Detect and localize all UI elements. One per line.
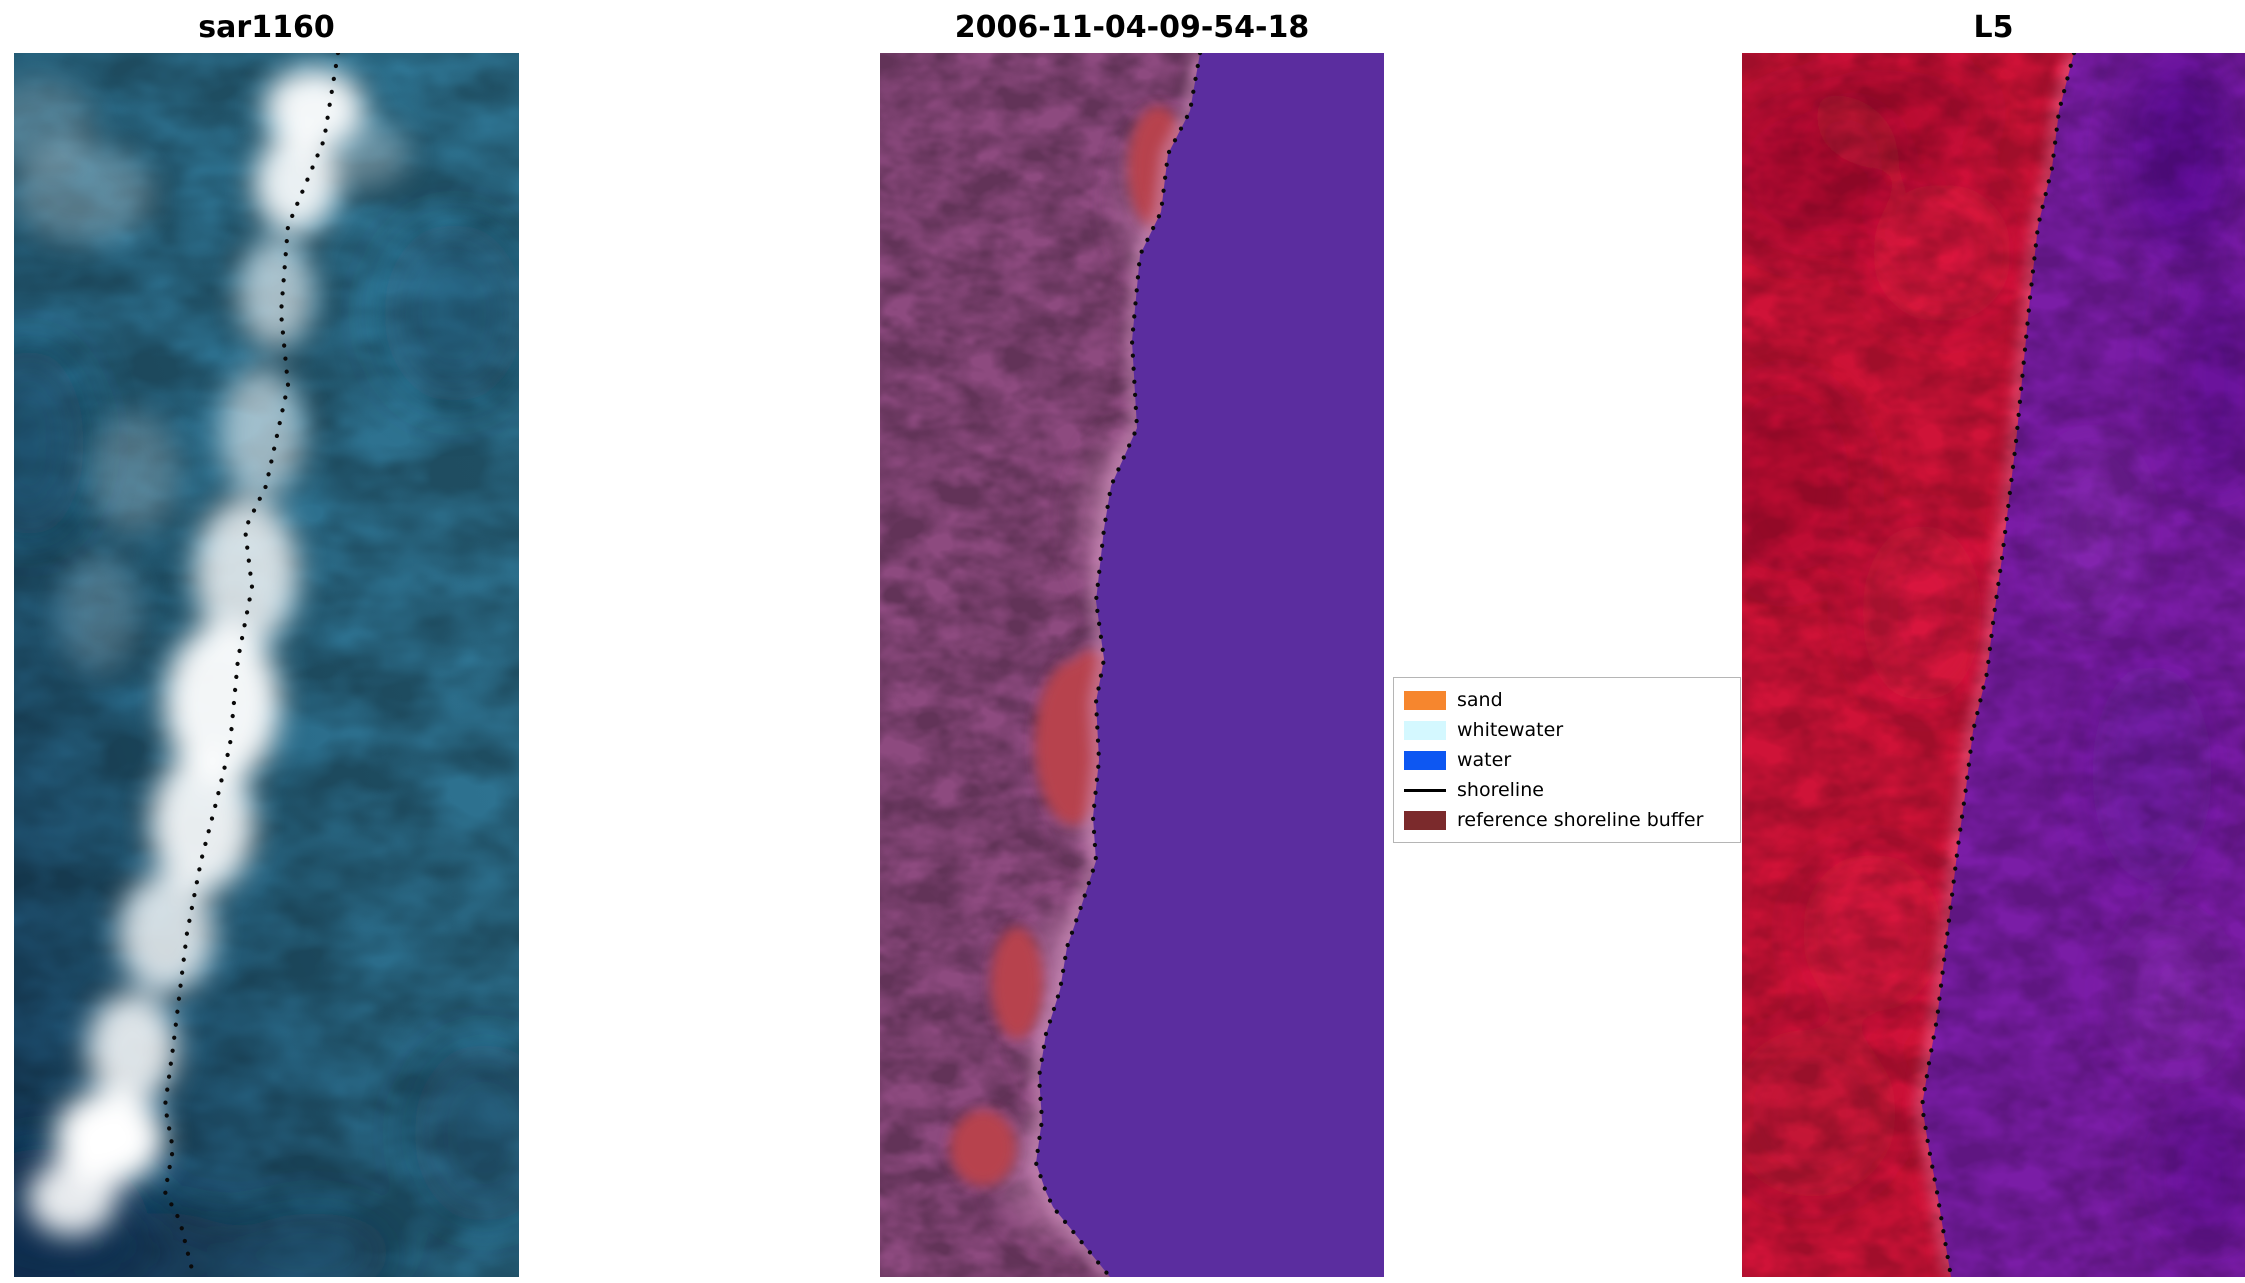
l5-image bbox=[1742, 53, 2245, 1277]
legend-label-reference-buffer: reference shoreline buffer bbox=[1457, 809, 1704, 831]
legend-label-shoreline: shoreline bbox=[1457, 779, 1544, 801]
panel-classified bbox=[880, 53, 1384, 1277]
legend-item-whitewater: whitewater bbox=[1404, 715, 1730, 745]
water-region bbox=[1036, 53, 1384, 1277]
panel-title-date: 2006-11-04-09-54-18 bbox=[954, 10, 1310, 45]
legend-swatch-reference-buffer bbox=[1404, 810, 1446, 830]
dark-water-patches bbox=[14, 223, 519, 1277]
classified-image bbox=[880, 53, 1384, 1277]
legend-item-reference-buffer: reference shoreline buffer bbox=[1404, 805, 1730, 835]
legend-item-water: water bbox=[1404, 745, 1730, 775]
surf-band bbox=[14, 68, 409, 1236]
legend-item-sand: sand bbox=[1404, 685, 1730, 715]
legend-label-whitewater: whitewater bbox=[1457, 719, 1564, 741]
legend-swatch-sand bbox=[1404, 690, 1446, 710]
legend-swatch-whitewater bbox=[1404, 720, 1446, 740]
shoreline-line-icon bbox=[1404, 788, 1446, 792]
sar-image bbox=[14, 53, 519, 1277]
legend-swatch-water bbox=[1404, 750, 1446, 770]
panel-sar1160 bbox=[14, 53, 519, 1277]
legend-swatch-shoreline bbox=[1404, 781, 1446, 800]
panel-title-l5: L5 bbox=[1973, 10, 2014, 45]
legend-item-shoreline: shoreline bbox=[1404, 775, 1730, 805]
legend-label-water: water bbox=[1457, 749, 1512, 771]
panel-l5 bbox=[1742, 53, 2245, 1277]
legend: sand whitewater water shoreline referenc… bbox=[1393, 677, 1741, 843]
panel-title-sar: sar1160 bbox=[198, 10, 335, 45]
legend-label-sand: sand bbox=[1457, 689, 1503, 711]
